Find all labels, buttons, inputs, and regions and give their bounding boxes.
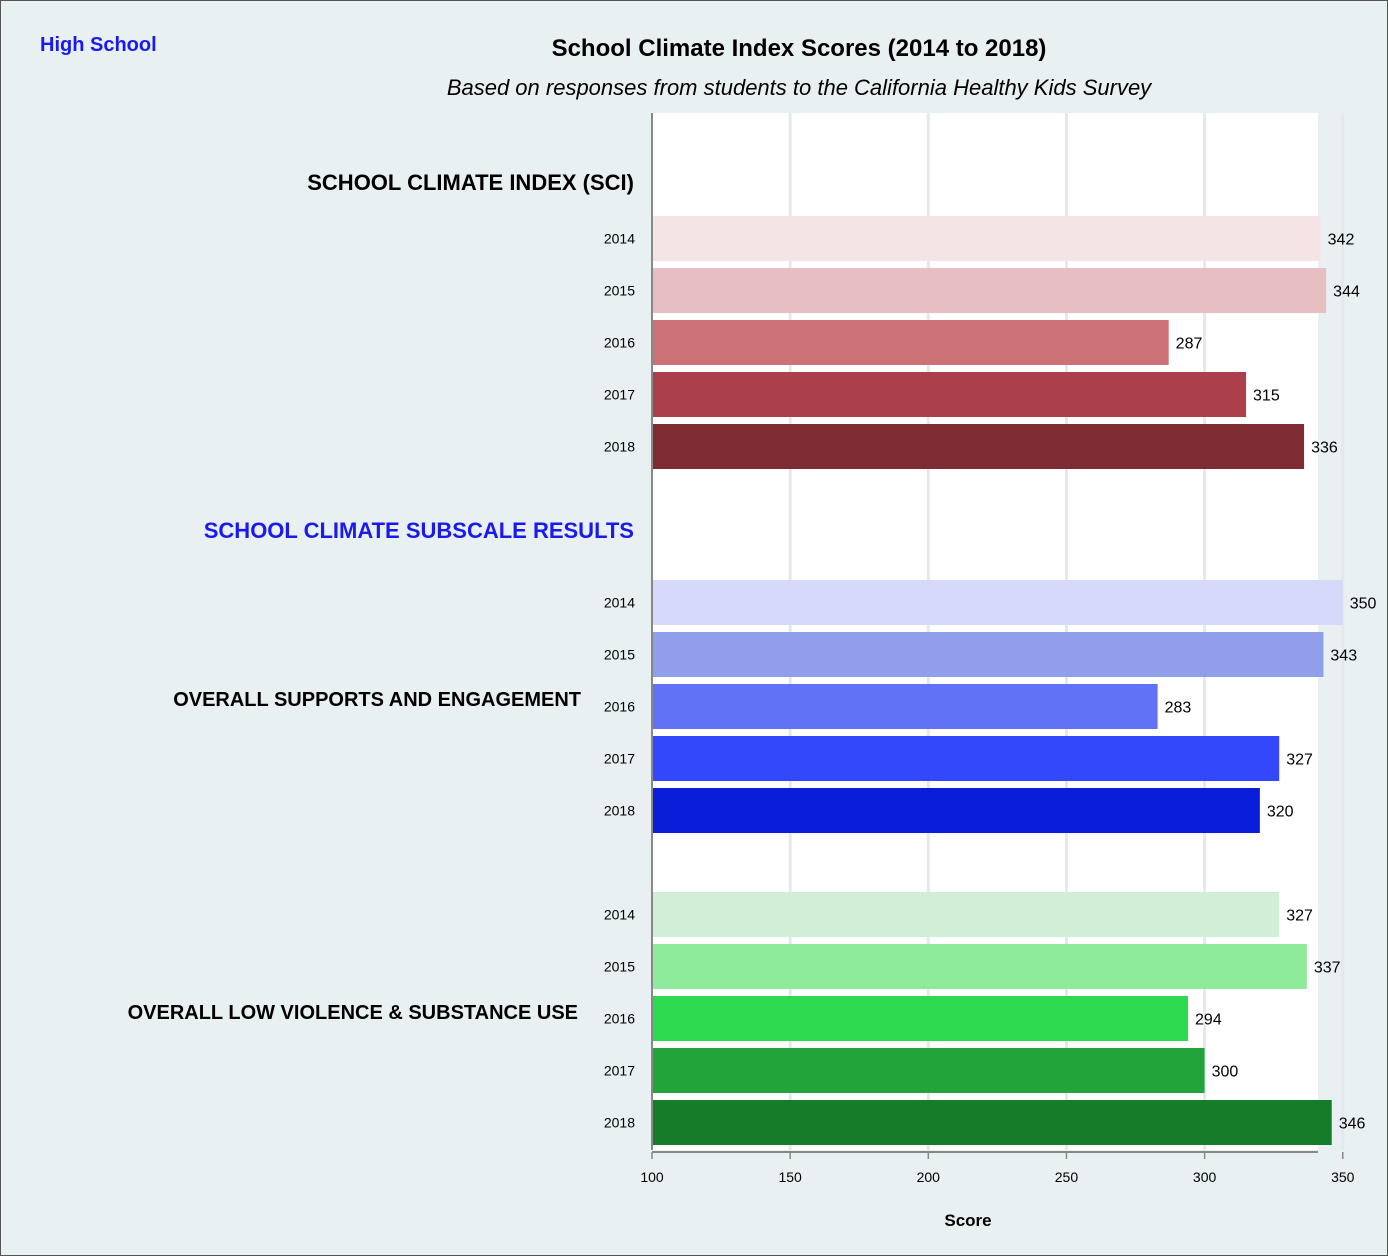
chart-title: School Climate Index Scores (2014 to 201… (551, 35, 1047, 62)
x-tick-label: 150 (778, 1169, 802, 1185)
x-tick-label: 100 (640, 1169, 664, 1185)
group-label: SCHOOL CLIMATE INDEX (SCI) (307, 170, 634, 195)
group-label: OVERALL SUPPORTS AND ENGAGEMENT (173, 689, 581, 711)
bar-1-2016 (652, 684, 1158, 729)
bar-1-2017 (652, 736, 1280, 781)
year-label: 2015 (604, 283, 635, 299)
year-label: 2014 (604, 595, 635, 611)
value-label: 336 (1311, 440, 1338, 457)
bar-1-2015 (652, 632, 1324, 677)
value-label: 342 (1328, 232, 1355, 249)
group-label: OVERALL LOW VIOLENCE & SUBSTANCE USE (128, 1002, 578, 1024)
bar-1-2014 (652, 580, 1343, 625)
value-label: 300 (1212, 1064, 1239, 1081)
year-label: 2015 (604, 959, 635, 975)
bar-0-2018 (652, 424, 1305, 469)
bar-2-2014 (652, 892, 1280, 937)
bar-1-2018 (652, 788, 1260, 833)
year-label: 2016 (604, 699, 635, 715)
year-label: 2018 (604, 439, 635, 455)
x-tick-label: 250 (1055, 1169, 1079, 1185)
bar-0-2016 (652, 320, 1169, 365)
value-label: 346 (1339, 1116, 1366, 1133)
school-level-label: High School (40, 34, 157, 56)
bar-2-2017 (652, 1048, 1205, 1093)
year-label: 2016 (604, 335, 635, 351)
bar-0-2017 (652, 372, 1247, 417)
value-label: 343 (1330, 648, 1357, 665)
x-axis-label: Score (944, 1211, 991, 1230)
value-label: 287 (1176, 336, 1203, 353)
value-label: 350 (1350, 596, 1377, 613)
x-tick-label: 350 (1331, 1169, 1355, 1185)
value-label: 294 (1195, 1012, 1222, 1029)
value-label: 315 (1253, 388, 1280, 405)
year-label: 2018 (604, 803, 635, 819)
x-tick-label: 200 (917, 1169, 941, 1185)
chart-subtitle: Based on responses from students to the … (446, 75, 1152, 100)
bar-2-2015 (652, 944, 1307, 989)
value-label: 344 (1333, 284, 1360, 301)
subscale-heading: SCHOOL CLIMATE SUBSCALE RESULTS (204, 518, 634, 543)
year-label: 2018 (604, 1115, 635, 1131)
bar-0-2015 (652, 268, 1327, 313)
value-label: 327 (1286, 752, 1313, 769)
year-label: 2016 (604, 1011, 635, 1027)
year-label: 2014 (604, 907, 635, 923)
value-label: 283 (1165, 700, 1192, 717)
bar-2-2018 (652, 1100, 1332, 1145)
value-label: 337 (1314, 960, 1341, 977)
year-label: 2017 (604, 751, 635, 767)
year-label: 2014 (604, 231, 635, 247)
year-label: 2015 (604, 647, 635, 663)
value-label: 320 (1267, 804, 1294, 821)
bar-0-2014 (652, 216, 1321, 261)
year-label: 2017 (604, 387, 635, 403)
value-label: 327 (1286, 908, 1313, 925)
x-tick-label: 300 (1193, 1169, 1217, 1185)
year-label: 2017 (604, 1063, 635, 1079)
bar-2-2016 (652, 996, 1189, 1041)
